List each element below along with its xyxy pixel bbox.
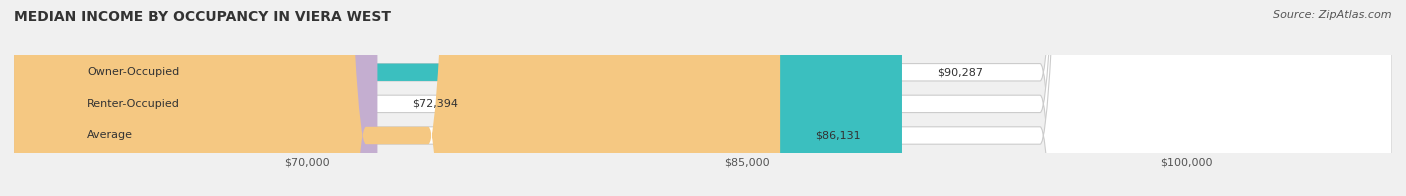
Text: Renter-Occupied: Renter-Occupied	[87, 99, 180, 109]
FancyBboxPatch shape	[14, 0, 377, 196]
FancyBboxPatch shape	[14, 0, 903, 196]
Text: $72,394: $72,394	[412, 99, 458, 109]
FancyBboxPatch shape	[14, 0, 1392, 196]
Text: Owner-Occupied: Owner-Occupied	[87, 67, 180, 77]
FancyBboxPatch shape	[14, 0, 1392, 196]
Text: Average: Average	[87, 131, 134, 141]
Text: $86,131: $86,131	[815, 131, 860, 141]
Text: Source: ZipAtlas.com: Source: ZipAtlas.com	[1274, 10, 1392, 20]
Text: $90,287: $90,287	[938, 67, 983, 77]
FancyBboxPatch shape	[14, 0, 1392, 196]
Text: MEDIAN INCOME BY OCCUPANCY IN VIERA WEST: MEDIAN INCOME BY OCCUPANCY IN VIERA WEST	[14, 10, 391, 24]
FancyBboxPatch shape	[14, 0, 780, 196]
